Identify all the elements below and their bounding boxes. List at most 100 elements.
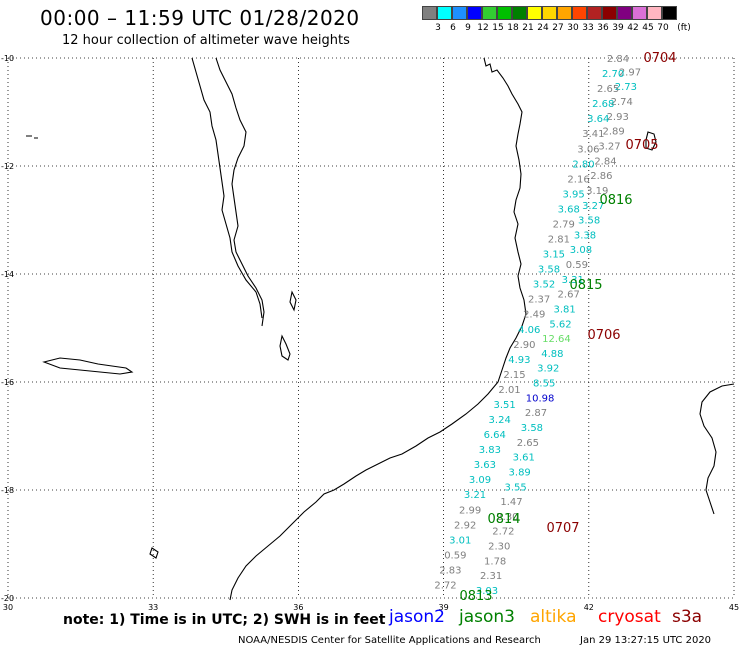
swh-value: 2.84 (607, 54, 629, 65)
legend-swatch (482, 6, 497, 20)
swh-value: 2.72 (434, 580, 456, 591)
color-scale-legend (422, 6, 677, 20)
legend-swatch (647, 6, 662, 20)
pass-labels: 0704 0705 0816 0815 0706 0814 0707 0813 (459, 51, 676, 604)
swh-value: 2.79 (553, 219, 575, 230)
map-title: 00:00 – 11:59 UTC 01/28/2020 (40, 6, 360, 30)
swh-value: 3.09 (469, 475, 491, 486)
swh-value: 3.41 (582, 129, 604, 140)
swh-value: 2.31 (480, 571, 502, 582)
legend-label: 12 (477, 23, 489, 33)
swh-value: 2.74 (611, 97, 633, 108)
longitude-label: 42 (584, 603, 594, 612)
legend-swatch (632, 6, 647, 20)
swh-value: 3.63 (474, 460, 496, 471)
legend-swatch (452, 6, 467, 20)
swh-value: 3.01 (449, 535, 471, 546)
legend-label: 70 (657, 23, 669, 33)
swh-value: 2.92 (454, 520, 476, 531)
satellite-name-s3a: s3a (672, 607, 703, 627)
swh-value: 3.06 (577, 144, 599, 155)
swh-value: 5.62 (549, 319, 571, 330)
swh-value: 2.93 (607, 112, 629, 123)
swh-value: 3.58 (521, 423, 543, 434)
legend-label: 33 (582, 23, 594, 33)
legend-label: 21 (522, 23, 534, 33)
legend-swatch (467, 6, 482, 20)
latitude-label: -18 (1, 486, 14, 495)
footer-credit: NOAA/NESDIS Center for Satellite Applica… (238, 635, 541, 646)
legend-label: 24 (537, 23, 549, 33)
map-subtitle: 12 hour collection of altimeter wave hei… (62, 33, 350, 48)
pass-time-label: 0814 (487, 512, 520, 527)
swh-value: 2.86 (590, 171, 612, 182)
swh-value: 2.37 (528, 295, 550, 306)
legend-swatch (617, 6, 632, 20)
longitude-label: 33 (148, 603, 158, 612)
swh-value: 3.08 (570, 245, 592, 256)
swh-value: 2.16 (567, 174, 589, 185)
swh-value: 4.93 (508, 355, 530, 366)
swh-value: 3.61 (513, 453, 535, 464)
legend-label: 6 (450, 23, 456, 33)
swh-value: 4.06 (518, 325, 540, 336)
latitude-label: -14 (1, 270, 14, 279)
swh-value: 3.51 (493, 400, 515, 411)
pass-time-label: 0815 (569, 278, 602, 293)
legend-swatch (527, 6, 542, 20)
latitude-label: -12 (1, 162, 14, 171)
footer-date: Jan 29 13:27:15 UTC 2020 (580, 635, 712, 646)
swh-value: 3.15 (543, 250, 565, 261)
swh-value: 2.30 (496, 512, 518, 523)
swh-value: 3.58 (538, 265, 560, 276)
latitude-label: -10 (1, 54, 14, 63)
longitude-label: 30 (3, 603, 13, 612)
legend-label: 27 (552, 23, 564, 33)
latitude-label: -20 (1, 594, 14, 603)
swh-value: 3.21 (464, 490, 486, 501)
legend-swatch (587, 6, 602, 20)
legend-swatch (602, 6, 617, 20)
longitude-label: 36 (293, 603, 303, 612)
legend-label: 36 (597, 23, 609, 33)
swh-value: 8.55 (533, 379, 555, 390)
satellite-name-cryosat: cryosat (598, 607, 661, 627)
swh-value: 0.59 (566, 260, 588, 271)
swh-value: 2.72 (492, 527, 514, 538)
swh-value: 2.65 (597, 84, 619, 95)
satellite-name-jason2: jason2 (389, 607, 445, 627)
legend-swatch (422, 6, 437, 20)
swh-value: 3.58 (578, 216, 600, 227)
swh-value: 2.80 (572, 159, 594, 170)
swh-value: 1.78 (484, 556, 506, 567)
legend-swatch (557, 6, 572, 20)
note-text: note: 1) Time is in UTC; 2) SWH is in fe… (63, 612, 386, 628)
swh-value: 2.90 (513, 340, 535, 351)
legend-swatch (497, 6, 512, 20)
longitude-label: 39 (439, 603, 449, 612)
swh-value: 2.49 (523, 310, 545, 321)
swh-value: 2.70 (602, 69, 624, 80)
swh-value: 1.47 (500, 497, 522, 508)
swh-value: 2.84 (594, 156, 616, 167)
longitude-label: 45 (729, 603, 739, 612)
swh-value: 2.97 (619, 67, 641, 78)
satellite-name-jason3: jason3 (459, 607, 515, 627)
legend-swatch (542, 6, 557, 20)
legend-label: 42 (627, 23, 639, 33)
swh-value: 3.03 (476, 586, 498, 597)
swh-value: 3.55 (504, 482, 526, 493)
legend-label: 45 (642, 23, 654, 33)
latitude-label: -16 (1, 378, 14, 387)
swh-value: 4.88 (541, 349, 563, 360)
legend-label: 15 (492, 23, 504, 33)
graticule (7, 57, 735, 599)
swh-value: 12.64 (542, 334, 571, 345)
legend-label: 9 (465, 23, 471, 33)
satellite-name-altika: altika (530, 607, 577, 627)
legend-swatch (437, 6, 452, 20)
swh-value: 2.65 (517, 438, 539, 449)
legend-label: 30 (567, 23, 579, 33)
